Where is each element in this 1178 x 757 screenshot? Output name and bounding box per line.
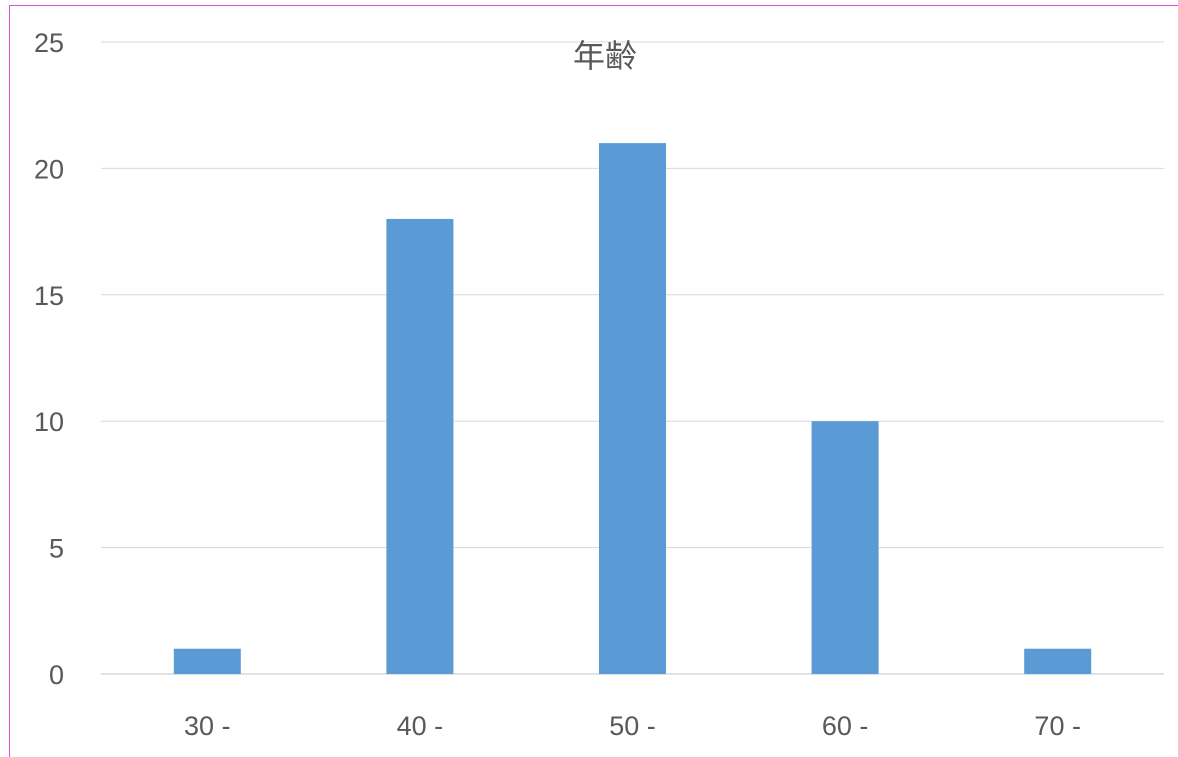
bar: [173, 648, 241, 674]
x-tick-label: 30 -: [184, 711, 231, 741]
y-tick-label: 25: [34, 28, 64, 58]
chart-title: 年齢: [573, 37, 637, 75]
y-tick-label: 0: [49, 660, 64, 690]
x-tick-label: 40 -: [397, 711, 444, 741]
bar: [811, 421, 879, 674]
y-axis-ticks: 0 5 10 15 20 25: [34, 28, 64, 690]
chart-area: [9, 5, 1178, 757]
x-tick-label: 60 -: [822, 711, 869, 741]
bar: [599, 143, 666, 674]
y-tick-label: 5: [49, 534, 64, 564]
x-tick-label: 50 -: [609, 711, 656, 741]
x-axis-ticks: 30 - 40 - 50 - 60 - 70 -: [184, 711, 1081, 741]
y-tick-label: 10: [34, 407, 64, 437]
y-tick-label: 20: [34, 154, 64, 184]
bar: [1024, 648, 1092, 674]
x-tick-label: 70 -: [1034, 711, 1081, 741]
bar-series: [173, 143, 1092, 674]
y-tick-label: 15: [34, 281, 64, 311]
bar: [386, 218, 454, 674]
